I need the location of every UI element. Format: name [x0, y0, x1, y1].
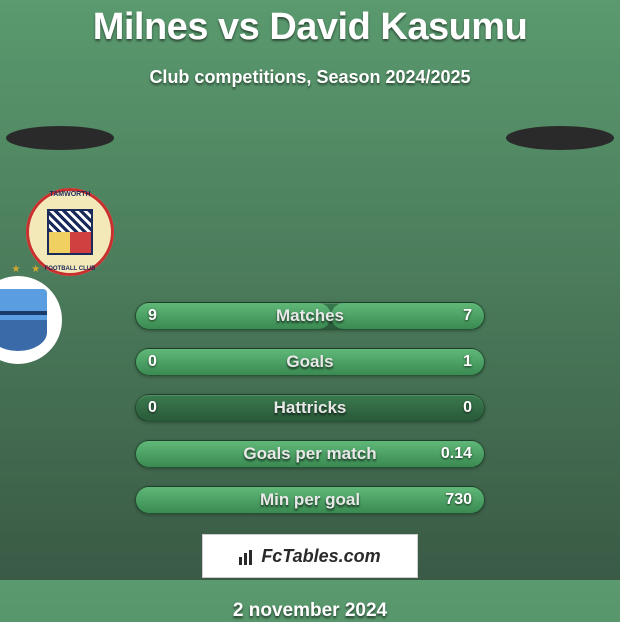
stat-bar: 0Hattricks0	[135, 394, 485, 422]
stat-label: Matches	[136, 306, 484, 326]
comparison-area: TAMWORTH FOOTBALL CLUB ★ ★ ★ 9Matches7 0G…	[0, 126, 620, 622]
stats-bars: 9Matches7 0Goals1 0Hattricks0 Goals per mat…	[135, 302, 485, 514]
logo-right-stars-icon: ★ ★ ★	[0, 264, 62, 275]
stat-label: Min per goal	[136, 490, 484, 510]
logo-left-shield	[47, 209, 93, 255]
date-label: 2 november 2024	[0, 600, 620, 622]
stat-bar: 9Matches7	[135, 302, 485, 330]
shadow-oval-left	[6, 126, 114, 150]
stat-label: Hattricks	[136, 398, 484, 418]
page-title: Milnes vs David Kasumu	[0, 0, 620, 49]
subtitle: Club competitions, Season 2024/2025	[0, 67, 620, 88]
stat-bar: Min per goal730	[135, 486, 485, 514]
club-logo-right: ★ ★ ★	[0, 276, 62, 364]
stat-label: Goals per match	[136, 444, 484, 464]
stat-label: Goals	[136, 352, 484, 372]
stat-bar: 0Goals1	[135, 348, 485, 376]
club-logo-left: TAMWORTH FOOTBALL CLUB	[26, 188, 114, 276]
stat-bar: Goals per match0.14	[135, 440, 485, 468]
logo-left-text-top: TAMWORTH	[26, 191, 114, 198]
logo-right-shield	[0, 289, 47, 351]
fctables-watermark: FcTables.com	[202, 534, 418, 578]
fctables-label: FcTables.com	[261, 546, 380, 567]
shadow-oval-right	[506, 126, 614, 150]
chart-icon	[239, 547, 257, 565]
